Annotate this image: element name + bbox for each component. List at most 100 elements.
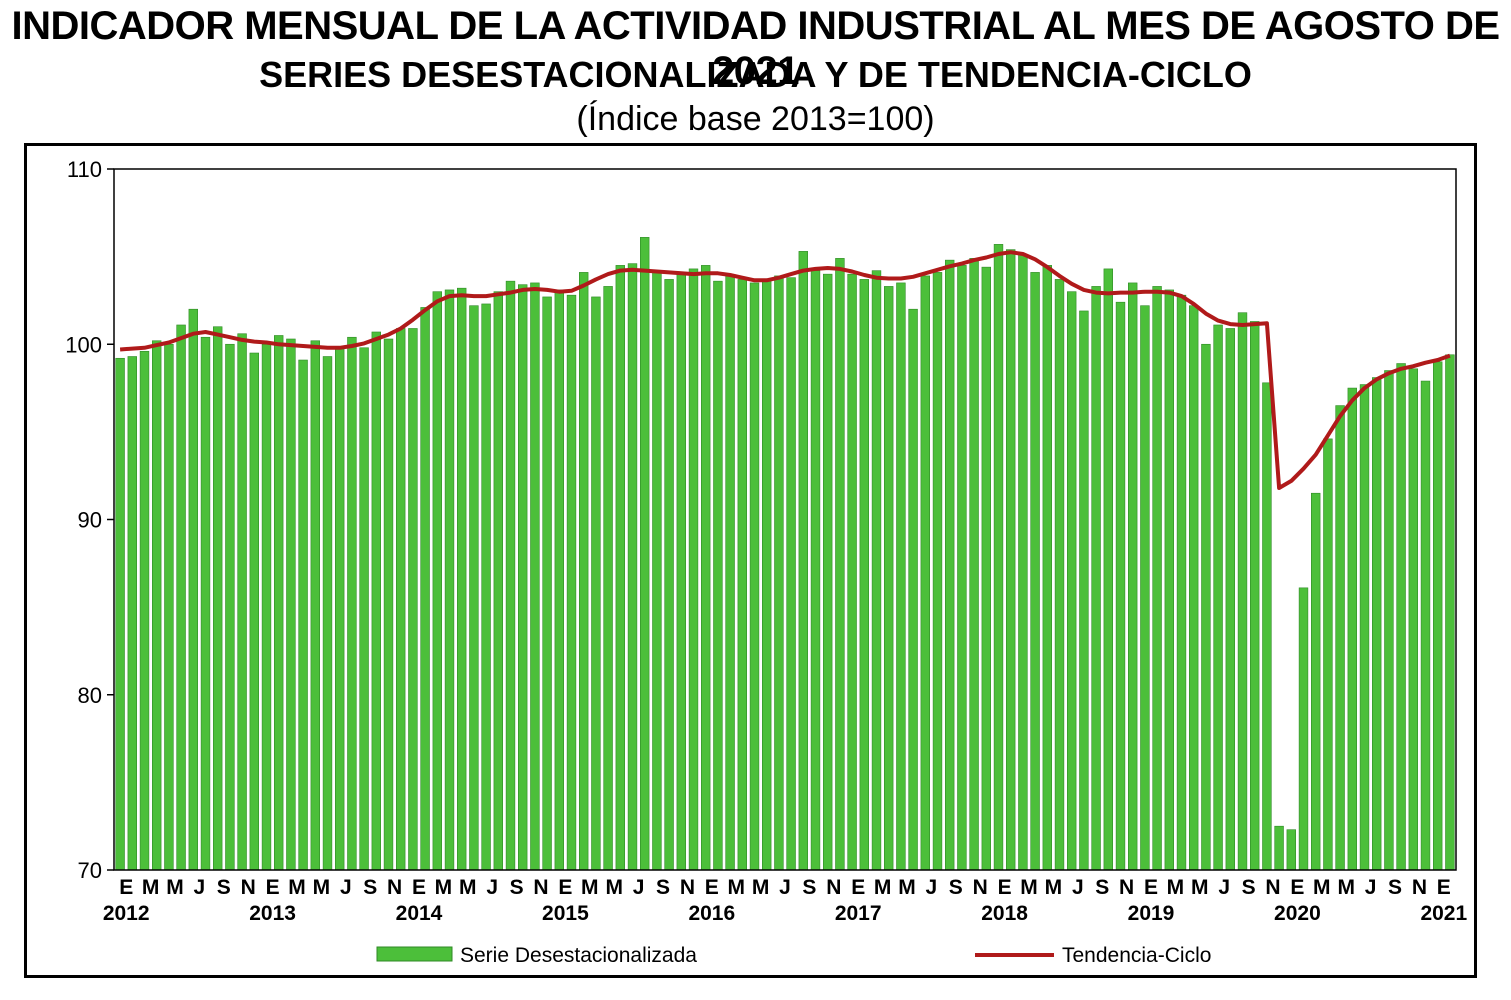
- x-tick-label: E: [1437, 876, 1451, 899]
- bar: [1384, 370, 1394, 871]
- bar: [1152, 286, 1162, 871]
- x-tick-label: E: [558, 876, 572, 899]
- bar: [884, 286, 894, 871]
- bar: [139, 350, 150, 871]
- bar: [200, 336, 211, 871]
- bar: [664, 279, 674, 871]
- bar: [603, 286, 613, 871]
- x-tick-label: E: [998, 876, 1012, 899]
- bar: [347, 336, 357, 871]
- x-tick-label: M: [166, 876, 184, 899]
- bar: [286, 338, 296, 871]
- bar: [469, 305, 479, 871]
- x-tick-label: E: [412, 876, 426, 899]
- x-tick-label: M: [435, 876, 453, 899]
- x-year-label: 2014: [396, 902, 443, 925]
- bar: [932, 272, 943, 871]
- bar: [957, 265, 967, 871]
- x-tick-label: J: [486, 876, 498, 899]
- plot-area: [113, 168, 1457, 871]
- bar: [1274, 825, 1284, 871]
- x-tick-label: S: [656, 876, 670, 899]
- x-year-label: 2016: [688, 902, 735, 925]
- x-year-label: 2018: [981, 902, 1028, 925]
- trend-line: [119, 250, 1451, 490]
- bar: [640, 237, 650, 871]
- bar: [322, 356, 333, 871]
- bar: [1237, 312, 1248, 871]
- x-tick-label: M: [752, 876, 770, 899]
- bar: [310, 340, 320, 871]
- x-tick-label: M: [313, 876, 331, 899]
- chart-title: INDICADOR MENSUAL DE LA ACTIVIDAD INDUST…: [11, 4, 1500, 93]
- bar: [152, 340, 162, 871]
- x-tick-label: M: [1313, 876, 1331, 899]
- x-tick-label: S: [949, 876, 963, 899]
- bar: [1213, 324, 1223, 871]
- x-tick-label: M: [727, 876, 745, 899]
- bar: [237, 333, 247, 871]
- bar: [505, 280, 516, 871]
- x-year-label: 2017: [835, 902, 882, 925]
- bar: [298, 359, 308, 871]
- bar: [530, 282, 540, 871]
- bar: [1103, 268, 1113, 871]
- x-tick-label: J: [633, 876, 645, 899]
- bar: [798, 251, 808, 871]
- bar: [396, 328, 406, 871]
- y-tick-label: 90: [78, 508, 102, 533]
- bar: [127, 356, 137, 871]
- bar: [493, 291, 503, 871]
- bar: [1115, 301, 1126, 871]
- bar: [1067, 291, 1077, 871]
- bar: [518, 284, 528, 871]
- x-tick-label: E: [119, 876, 133, 899]
- bar: [810, 270, 821, 871]
- bar: [1372, 377, 1382, 871]
- x-tick-label: J: [340, 876, 352, 899]
- x-tick-label: N: [533, 876, 548, 899]
- x-tick-label: S: [1388, 876, 1402, 899]
- bar: [713, 280, 723, 871]
- bar: [1225, 328, 1235, 871]
- bar: [408, 328, 418, 871]
- x-tick-label: J: [1072, 876, 1084, 899]
- bar: [859, 279, 869, 871]
- bar: [737, 279, 747, 871]
- x-year-label: 2015: [542, 902, 589, 925]
- chart-subtitle: SERIES DESESTACIONALIZADA Y DE TENDENCIA…: [259, 54, 1252, 95]
- bar: [591, 296, 601, 871]
- bar: [225, 343, 235, 871]
- y-tick-label: 110: [67, 157, 102, 182]
- bar: [627, 263, 638, 871]
- bar: [786, 277, 796, 871]
- x-tick-label: E: [1144, 876, 1158, 899]
- legend-label-bars: Serie Desestacionalizada: [460, 944, 697, 967]
- bar: [359, 347, 369, 871]
- bar: [774, 275, 784, 871]
- x-tick-label: M: [1020, 876, 1038, 899]
- bar: [542, 296, 552, 871]
- x-tick-label: N: [680, 876, 695, 899]
- bar: [725, 275, 735, 871]
- bar: [566, 294, 577, 871]
- bar: [1079, 310, 1089, 871]
- bar: [176, 324, 186, 871]
- y-tick-label: 70: [78, 858, 102, 883]
- bar: [896, 282, 906, 871]
- bar: [432, 291, 442, 871]
- x-tick-label: M: [1337, 876, 1355, 899]
- bar: [749, 282, 760, 871]
- x-tick-label: J: [1365, 876, 1377, 899]
- bar: [908, 308, 918, 871]
- x-tick-label: N: [1412, 876, 1427, 899]
- bar: [1286, 829, 1296, 871]
- bar: [1006, 249, 1016, 871]
- bar: [481, 303, 491, 871]
- bar: [1311, 492, 1321, 871]
- bar: [920, 275, 930, 871]
- x-tick-label: J: [926, 876, 938, 899]
- x-tick-label: J: [1218, 876, 1230, 899]
- bar: [945, 259, 955, 871]
